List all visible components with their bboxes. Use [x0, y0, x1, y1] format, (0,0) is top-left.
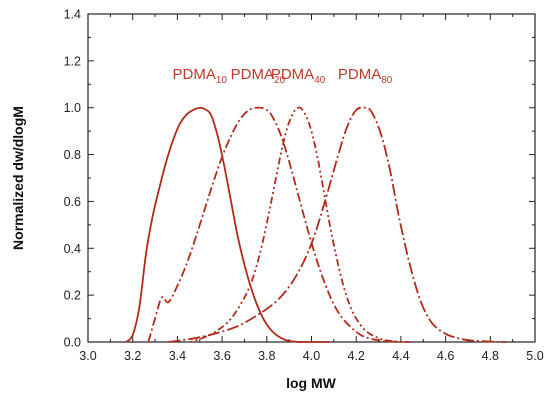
y-tick-label: 1.0: [64, 101, 81, 115]
x-tick-label: 5.0: [526, 349, 543, 363]
series-label-pdma80: PDMA80: [338, 66, 393, 86]
series-label-pdma20: PDMA20: [231, 66, 286, 86]
x-tick-label: 4.6: [437, 349, 454, 363]
x-tick-label: 4.4: [392, 349, 409, 363]
x-tick-label: 4.8: [482, 349, 499, 363]
y-tick-label: 0.6: [64, 195, 81, 209]
series-label-pdma10: PDMA10: [173, 66, 228, 86]
y-tick-label: 1.2: [64, 54, 81, 68]
series-line-pdma20: [147, 106, 401, 343]
x-tick-label: 4.0: [303, 349, 320, 363]
x-tick-label: 3.0: [79, 349, 96, 363]
series-line-pdma10: [125, 106, 330, 343]
y-axis-title: Normalized dw/dlogM: [10, 106, 26, 250]
x-tick-label: 3.4: [169, 349, 186, 363]
x-tick-label: 4.2: [348, 349, 365, 363]
x-tick-label: 3.8: [258, 349, 275, 363]
y-tick-label: 1.4: [64, 8, 81, 22]
x-axis-title: log MW: [286, 375, 337, 391]
series-layer: [125, 106, 506, 343]
series-label-pdma40: PDMA40: [271, 66, 326, 86]
y-tick-label: 0.4: [64, 242, 81, 256]
y-tick-label: 0.0: [64, 336, 81, 350]
series-line-pdma80: [168, 106, 506, 343]
x-axis-ticks: 3.0 3.2 3.4 3.6 3.8 4.0 4.2 4.4 4.6 4.8 5.0: [79, 14, 544, 363]
plot-frame: [87, 13, 536, 343]
y-tick-label: 0.8: [64, 148, 81, 162]
x-tick-label: 3.2: [124, 349, 141, 363]
y-tick-label: 0.2: [64, 289, 81, 303]
series-line-pdma40: [190, 106, 410, 343]
x-tick-label: 3.6: [213, 349, 230, 363]
y-axis-ticks: 0.0 0.2 0.4 0.6 0.8 1.0 1.2 1.4: [64, 8, 535, 350]
